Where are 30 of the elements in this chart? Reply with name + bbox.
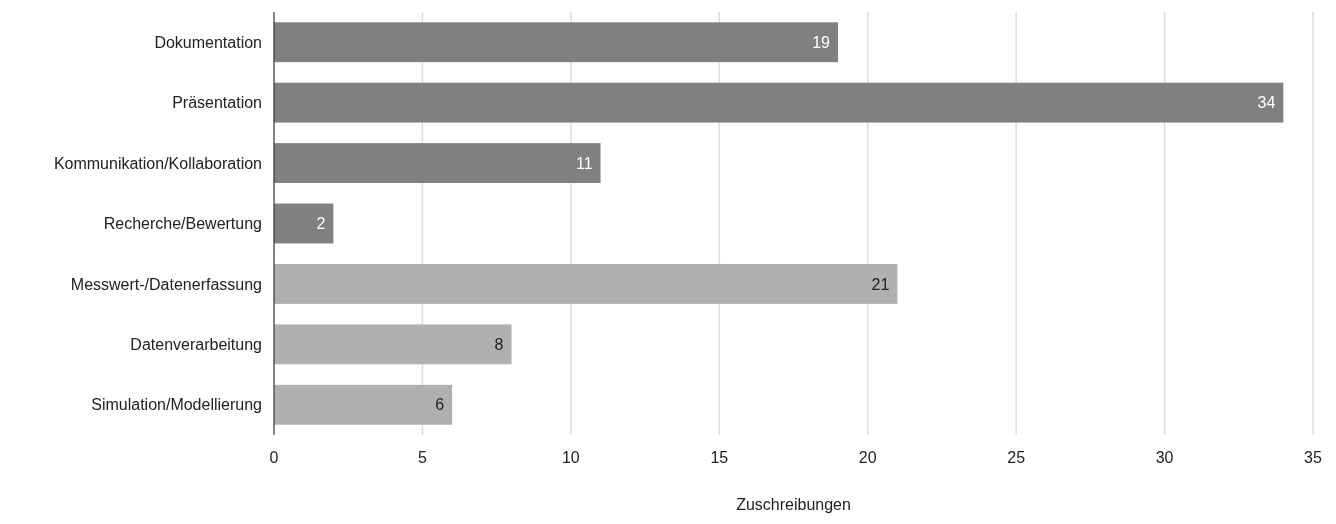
data-label: 19 [812,33,831,51]
x-tick-label: 5 [417,449,427,466]
x-axis-title: Zuschreibungen [736,496,851,513]
x-tick-label: 0 [269,449,279,466]
y-tick-label: Dokumentation [154,33,262,51]
bar [274,203,334,244]
x-tick-label: 20 [858,449,877,466]
bar [274,82,1284,123]
x-tick-label: 10 [561,449,580,466]
y-tick-label: Recherche/Bewertung [103,215,262,233]
x-tick-label: 30 [1155,449,1174,466]
x-tick-label: 25 [1007,449,1026,466]
data-label: 6 [435,396,445,414]
bar [274,384,453,425]
y-tick-label: Simulation/Modellierung [91,396,262,414]
data-label: 8 [494,335,504,353]
y-tick-label: Messwert-/Datenerfassung [70,275,262,293]
bar [274,143,601,184]
data-label: 2 [316,215,326,233]
y-tick-label: Kommunikation/Kollaboration [53,154,262,172]
bar [274,324,512,365]
data-label: 11 [575,154,593,172]
x-tick-label: 15 [710,449,729,466]
bar [274,22,839,63]
x-tick-label: 35 [1304,449,1322,466]
y-tick-label: Datenverarbeitung [130,335,262,353]
y-tick-label: Präsentation [172,94,262,112]
data-label: 21 [871,275,890,293]
bar [274,263,898,304]
data-label: 34 [1257,94,1276,112]
